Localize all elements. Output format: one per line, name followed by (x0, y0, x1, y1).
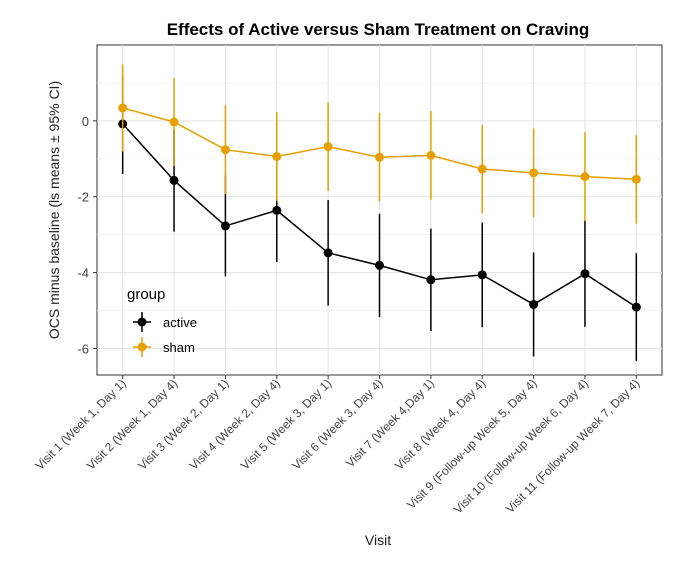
data-point (426, 275, 436, 285)
data-point (220, 145, 230, 155)
data-point (220, 221, 230, 231)
x-tick-label: Visit 3 (Week 2, Day 1) (135, 376, 231, 472)
data-point (580, 172, 590, 182)
series-layer (118, 64, 641, 361)
data-point (631, 302, 641, 312)
data-point (272, 152, 282, 162)
legend-key-point (137, 342, 147, 352)
y-axis-title: OCS minus baseline (ls means ± 95% CI) (46, 81, 62, 339)
y-tick-label: -4 (77, 266, 89, 281)
legend: group active sham (127, 286, 197, 357)
x-tick-label: Visit 7 (Week 4,Day 1) (343, 376, 437, 470)
x-tick-label: Visit 2 (Week 1, Day 4) (84, 376, 180, 472)
x-tick-label: Visit 6 (Week 3, Day 4) (289, 376, 385, 472)
chart-title: Effects of Active versus Sham Treatment … (167, 20, 590, 39)
data-point (529, 299, 539, 309)
legend-label: active (163, 315, 197, 330)
y-tick-label: -2 (77, 190, 89, 205)
data-point (169, 117, 179, 127)
series-sham (118, 64, 641, 224)
data-point (529, 168, 539, 178)
y-tick-label: -6 (77, 341, 89, 356)
data-point (118, 103, 128, 113)
legend-item-active: active (133, 312, 197, 332)
x-axis-title: Visit (365, 532, 391, 548)
data-point (426, 150, 436, 160)
legend-title: group (127, 286, 165, 303)
legend-key-point (137, 317, 147, 327)
data-point (580, 269, 590, 279)
data-point (477, 164, 487, 174)
x-tick-label: Visit 5 (Week 3, Day 1) (238, 376, 334, 472)
x-tick-label: Visit 1 (Week 1, Day 1) (32, 376, 128, 472)
series-active (118, 73, 641, 361)
x-tick-label: Visit 4 (Week 2, Day 4) (187, 376, 283, 472)
data-point (631, 174, 641, 184)
y-tick-label: 0 (82, 114, 89, 129)
legend-label: sham (163, 340, 195, 355)
data-point (375, 152, 384, 162)
x-tick-label: Visit 8 (Week 4, Day 4) (392, 376, 488, 472)
data-point (375, 260, 384, 270)
x-axis-ticks: Visit 1 (Week 1, Day 1)Visit 2 (Week 1, … (32, 375, 642, 516)
data-point (323, 142, 333, 152)
data-point (169, 175, 179, 185)
data-point (272, 205, 282, 215)
legend-item-sham: sham (133, 337, 195, 357)
data-point (477, 270, 487, 280)
data-point (323, 248, 333, 258)
y-axis-ticks: 0 -2 -4 -6 (77, 114, 97, 356)
